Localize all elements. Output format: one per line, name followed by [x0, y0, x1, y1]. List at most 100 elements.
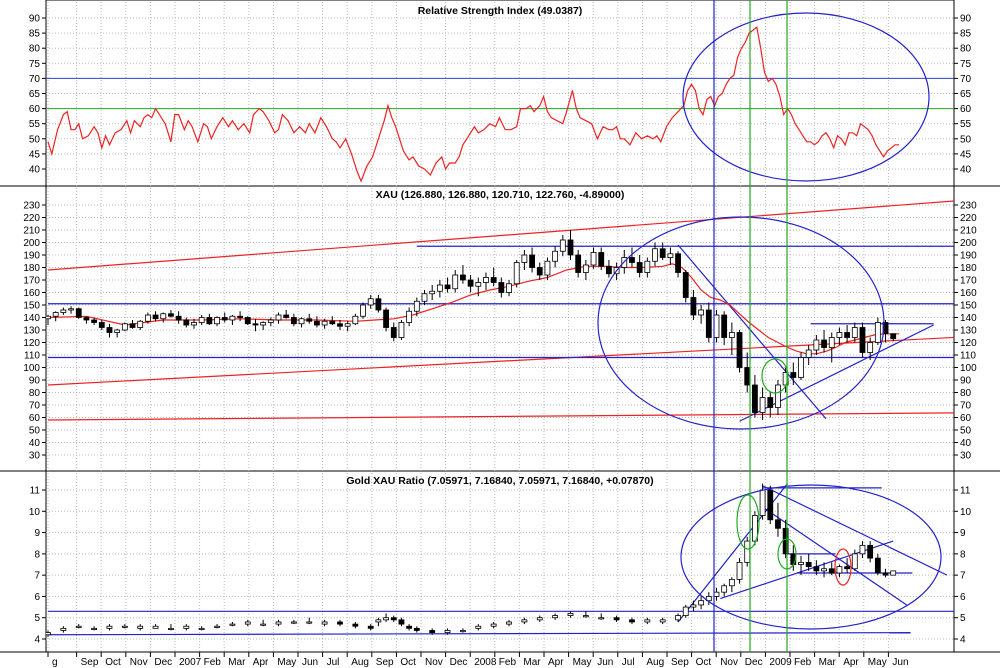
candle — [168, 310, 174, 318]
y-tick-label: 80 — [29, 44, 41, 55]
candle-body — [506, 283, 512, 293]
candle — [475, 277, 482, 297]
candle — [221, 312, 228, 323]
candle — [60, 626, 67, 633]
y-tick-label: 60 — [29, 413, 41, 424]
candle — [682, 604, 689, 618]
candle-body — [775, 519, 781, 529]
candle-body — [114, 329, 121, 333]
x-tick-label: g — [52, 657, 58, 668]
candle — [183, 317, 190, 328]
candle-body — [798, 561, 804, 565]
candle — [83, 316, 90, 324]
candle — [567, 611, 574, 618]
candle — [444, 628, 451, 635]
panel-ratio: 4 4 5 5 6 6 7 7 8 8 9 9 10 10 11 11 Gold XAU Ratio (7.05… — [29, 475, 972, 646]
candle — [421, 290, 428, 305]
candle-body — [75, 308, 82, 318]
candle — [859, 322, 866, 358]
y-tick-label: 70 — [29, 74, 41, 85]
candle-body — [536, 267, 543, 276]
candle-body — [675, 253, 681, 273]
candle-body — [582, 615, 589, 618]
y-tick-label: 120 — [960, 338, 977, 349]
candle — [460, 265, 466, 284]
candle-body — [851, 553, 858, 570]
candle-body — [290, 621, 297, 624]
candle-body — [198, 627, 205, 630]
candle-body — [828, 337, 835, 348]
candle — [721, 311, 728, 345]
annotation-ellipse — [680, 484, 942, 630]
candle-body — [805, 561, 812, 568]
y-tick-label: 70 — [960, 401, 972, 412]
rsi-line — [47, 26, 899, 183]
candle — [882, 320, 889, 343]
candle — [352, 313, 359, 325]
candle — [460, 628, 466, 633]
candle-body — [721, 585, 728, 593]
y-tick-label: 210 — [960, 226, 977, 237]
candle — [290, 619, 297, 625]
candle-body — [667, 253, 674, 258]
y-tick-label: 130 — [23, 326, 40, 337]
candle-body — [290, 317, 297, 325]
candle-body — [260, 322, 267, 326]
candle — [506, 280, 512, 297]
candle-body — [521, 619, 528, 623]
candle — [191, 318, 197, 329]
candle-body — [644, 260, 651, 273]
candle — [513, 260, 520, 288]
candle — [813, 560, 820, 576]
candle-body — [98, 322, 105, 328]
candle-body — [775, 384, 781, 408]
candle-body — [821, 339, 827, 348]
y-tick-label: 80 — [960, 44, 972, 55]
y-tick-label: 100 — [960, 363, 977, 374]
candle — [175, 311, 182, 324]
candle-body — [752, 384, 758, 413]
y-tick-label: 200 — [23, 238, 40, 249]
candle — [798, 352, 804, 380]
candle — [198, 626, 205, 631]
candle — [398, 617, 405, 627]
candle — [214, 624, 220, 629]
candle — [590, 247, 597, 269]
candle — [529, 247, 535, 273]
candle-body — [337, 621, 343, 625]
candle — [398, 320, 405, 340]
candle-body — [567, 613, 574, 616]
candle — [383, 307, 389, 332]
candle — [667, 247, 674, 265]
candle — [736, 558, 743, 584]
candle-body — [744, 367, 751, 386]
candle — [383, 613, 389, 622]
candle — [260, 619, 267, 627]
candle — [137, 624, 144, 631]
y-tick-label: 65 — [29, 89, 41, 100]
candle-body — [805, 349, 812, 358]
y-tick-label: 160 — [960, 288, 977, 299]
candle-body — [183, 625, 190, 629]
candle — [675, 613, 681, 622]
candle-body — [544, 260, 551, 276]
candle — [559, 235, 566, 257]
candle — [75, 624, 82, 629]
y-tick-label: 220 — [960, 213, 977, 224]
candle-body — [121, 625, 128, 628]
x-tick-label: Sep — [671, 657, 689, 668]
candle — [851, 549, 858, 571]
candle — [352, 621, 359, 629]
candle-body — [859, 544, 866, 555]
candle-body — [552, 615, 559, 619]
panel-title: XAU (126.880, 126.880, 120.710, 122.760,… — [376, 189, 625, 201]
candle — [91, 626, 98, 631]
candle — [306, 313, 313, 324]
candle-body — [429, 290, 436, 295]
y-tick-label: 85 — [29, 29, 41, 40]
candle-body — [168, 313, 174, 317]
candle-body — [713, 314, 720, 338]
x-tick-label: Apr — [548, 657, 564, 668]
candle-body — [851, 327, 858, 338]
